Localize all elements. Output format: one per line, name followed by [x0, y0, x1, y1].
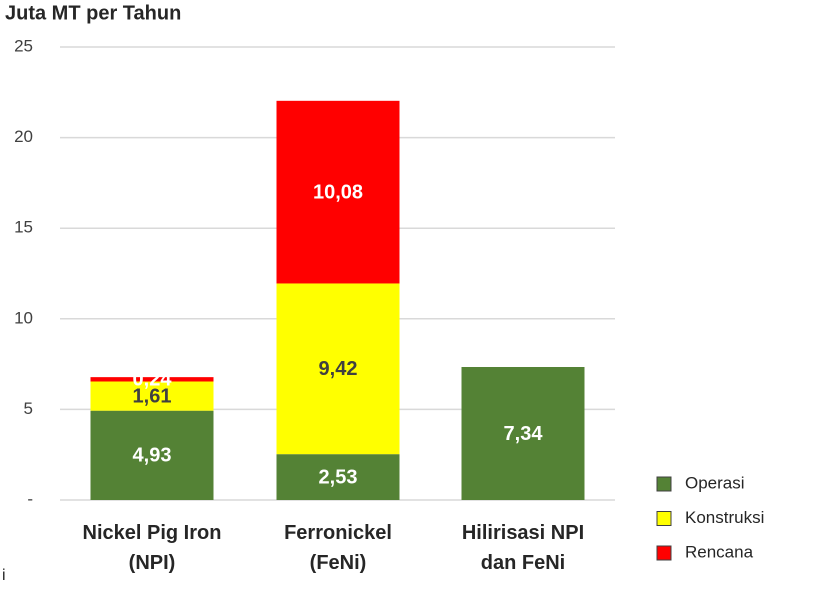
note: i: [2, 567, 6, 584]
legend-label: Rencana: [685, 542, 754, 561]
legend-swatch: [656, 476, 672, 492]
bar-segment: [276, 100, 400, 284]
bar-segment: [90, 381, 214, 411]
x-tick-label: Ferronickel (FeNi): [284, 522, 392, 574]
legend-label: Operasi: [685, 473, 745, 492]
legend-swatch: [656, 511, 672, 526]
x-tick-label: Nickel Pig Iron (NPI): [82, 522, 222, 574]
legend-swatch: [656, 545, 672, 561]
x-tick-label: Hilirisasi NPI dan FeNi: [461, 522, 585, 574]
y-tick-label: -: [27, 489, 33, 508]
y-tick-label: 5: [24, 399, 33, 418]
data-label: 7,34: [504, 423, 544, 445]
data-label: 10,08: [313, 181, 363, 203]
data-label: 0,24: [133, 369, 173, 391]
y-tick-label: 10: [14, 308, 33, 327]
bar-segment: [90, 410, 214, 500]
bar-segment: [90, 377, 214, 382]
data-label: 1,61: [133, 385, 172, 407]
chart-title: Juta MT per Tahun: [5, 2, 181, 24]
y-tick-label: 25: [14, 36, 33, 55]
y-tick-label: 20: [14, 127, 33, 146]
data-label: 2,53: [319, 466, 358, 488]
bar-segment: [276, 454, 400, 500]
bar-segment: [276, 283, 400, 455]
legend-label: Konstruksi: [685, 508, 764, 527]
y-tick-label: 15: [14, 218, 33, 237]
data-label: 4,93: [133, 445, 172, 467]
bar-segment: [461, 366, 585, 500]
data-label: 9,42: [319, 358, 358, 380]
